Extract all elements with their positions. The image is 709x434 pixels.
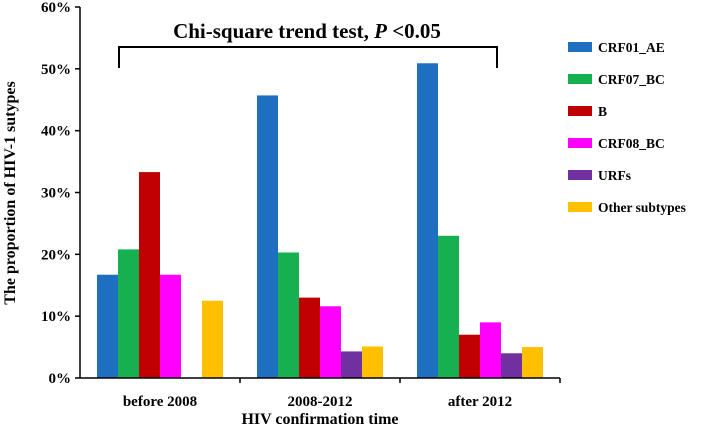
bar-crf07-bc [278, 252, 299, 378]
bar-other-subtypes [522, 347, 543, 378]
legend-label: B [598, 104, 607, 119]
legend: CRF01_AE CRF07_BC B CRF08_BC URFs Other subty… [568, 40, 686, 215]
x-tick-label: before 2008 [123, 394, 197, 410]
annotation-text: Chi-square trend test, P <0.05 [173, 19, 441, 43]
annotation-p: P [373, 19, 387, 43]
x-tick-label: 2008-2012 [288, 394, 353, 410]
bar-other-subtypes [362, 346, 383, 378]
annotation-main: Chi-square trend test, [173, 19, 374, 43]
trend-annotation: Chi-square trend test, P <0.05 [118, 19, 498, 68]
legend-label: CRF07_BC [598, 72, 665, 87]
bar-urfs [501, 353, 522, 378]
bar-crf07-bc [438, 235, 459, 378]
y-tick-label: 0% [49, 371, 72, 387]
y-tick-label: 40% [41, 124, 71, 140]
bar-crf01-ae [97, 274, 118, 378]
bar-crf08-bc [480, 322, 501, 378]
legend-label: URFs [598, 168, 631, 183]
legend-label: CRF08_BC [598, 136, 665, 151]
bar-crf01-ae [417, 63, 438, 378]
bar-urfs [341, 351, 362, 378]
x-axis-ticks: before 2008 2008-2012 after 2012 [123, 378, 561, 410]
bar-b [139, 172, 160, 378]
legend-label: CRF01_AE [598, 40, 665, 55]
bar-other-subtypes [202, 300, 223, 378]
annotation-bracket [118, 46, 498, 68]
bar-b [299, 297, 320, 378]
y-tick-label: 20% [41, 247, 71, 263]
plot-area [97, 63, 543, 379]
y-tick-label: 50% [41, 62, 71, 78]
legend-label: Other subtypes [598, 200, 686, 215]
y-axis-title: The proportion of HIV-1 sutypes [2, 81, 19, 304]
legend-swatch [568, 202, 592, 212]
y-tick-label: 10% [41, 309, 71, 325]
legend-swatch [568, 106, 592, 116]
bar-crf08-bc [320, 306, 341, 378]
y-axis-ticks: 0% 10% 20% 30% 40% 50% 60% [41, 0, 80, 387]
legend-swatch [568, 138, 592, 148]
bar-crf07-bc [118, 249, 139, 378]
y-tick-label: 30% [41, 186, 71, 202]
bar-b [459, 334, 480, 378]
legend-swatch [568, 74, 592, 84]
bar-crf08-bc [160, 274, 181, 378]
annotation-suffix: <0.05 [387, 19, 441, 43]
y-tick-label: 60% [41, 0, 71, 16]
bar-crf01-ae [257, 95, 278, 379]
x-tick-label: after 2012 [448, 394, 512, 410]
legend-swatch [568, 42, 592, 52]
x-axis-title: HIV confirmation time [241, 411, 398, 428]
legend-swatch [568, 170, 592, 180]
